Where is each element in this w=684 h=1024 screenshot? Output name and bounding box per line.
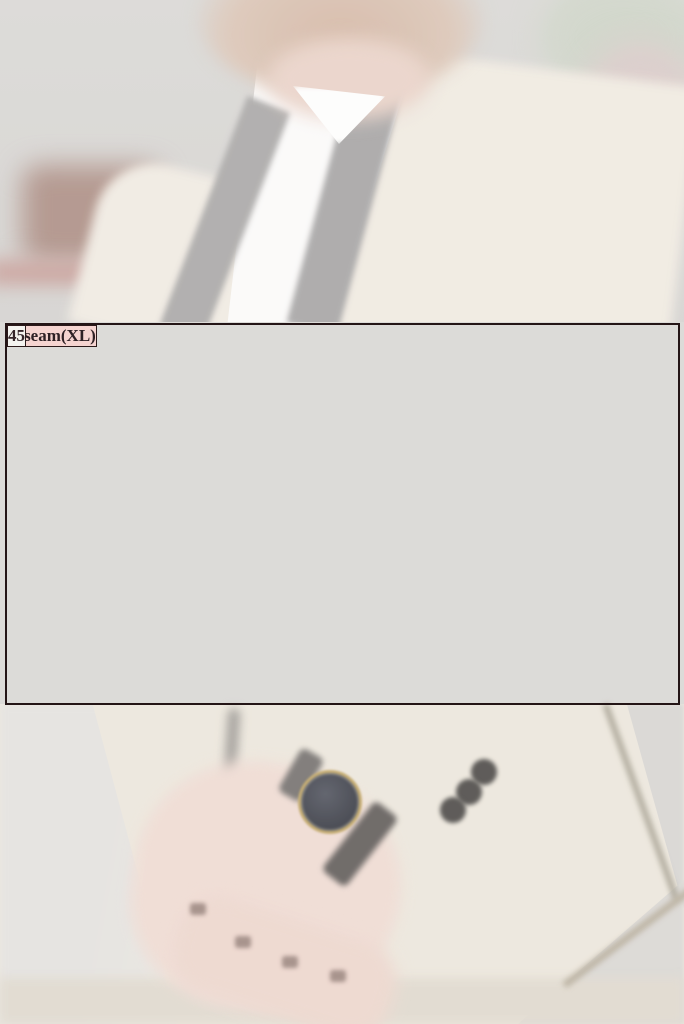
size-cell: 45 xyxy=(7,325,26,347)
background-mid xyxy=(0,322,684,706)
knuckle-tattoo-mark xyxy=(282,956,298,968)
row-label: Inseam(XL) xyxy=(7,325,97,347)
knuckle-tattoo-mark xyxy=(190,903,206,915)
watch-icon xyxy=(298,770,362,834)
knuckle-tattoo-mark xyxy=(235,936,251,948)
knuckle-tattoo-mark xyxy=(330,970,346,982)
size-chart-table: Pants Size283032343638404346485052545658… xyxy=(5,323,680,705)
cuff-button xyxy=(440,797,466,823)
